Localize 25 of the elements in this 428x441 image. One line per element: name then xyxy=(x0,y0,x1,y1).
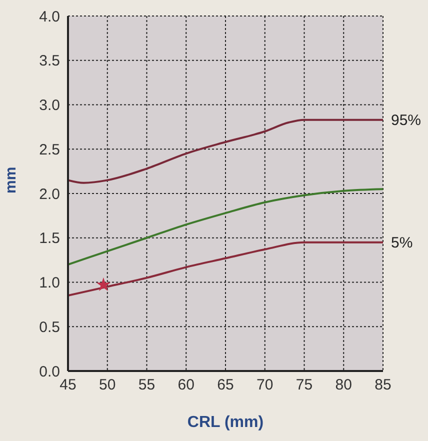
x-tick-label: 80 xyxy=(335,376,352,394)
x-tick-label: 65 xyxy=(217,376,234,394)
x-tick-label: 60 xyxy=(178,376,194,394)
y-tick-label: 1.5 xyxy=(39,230,60,248)
line-series xyxy=(68,188,383,266)
y-tick-label: 3.0 xyxy=(39,97,60,114)
x-tick-label: 75 xyxy=(296,376,313,394)
y-axis-title: mm xyxy=(2,166,20,194)
y-tick-label: 2.5 xyxy=(39,141,60,158)
y-tick-label: 1.0 xyxy=(39,274,60,292)
y-tick-label: 3.5 xyxy=(39,52,60,70)
series-label: 95% xyxy=(391,112,422,129)
x-tick-label: 70 xyxy=(256,376,274,394)
y-tick-label: 0.0 xyxy=(39,363,60,380)
x-tick-label: 55 xyxy=(138,376,156,394)
series-label: 5% xyxy=(391,234,413,252)
x-tick-label: 50 xyxy=(99,376,116,394)
y-tick-label: 2.0 xyxy=(39,186,60,203)
y-tick-label: 4.0 xyxy=(39,8,60,26)
x-tick-label: 85 xyxy=(374,376,392,394)
x-tick-label: 45 xyxy=(60,376,76,394)
line-series xyxy=(68,241,383,297)
x-axis-title: CRL (mm) xyxy=(187,414,264,431)
y-tick-label: 0.5 xyxy=(39,318,60,336)
line-series xyxy=(68,118,383,184)
